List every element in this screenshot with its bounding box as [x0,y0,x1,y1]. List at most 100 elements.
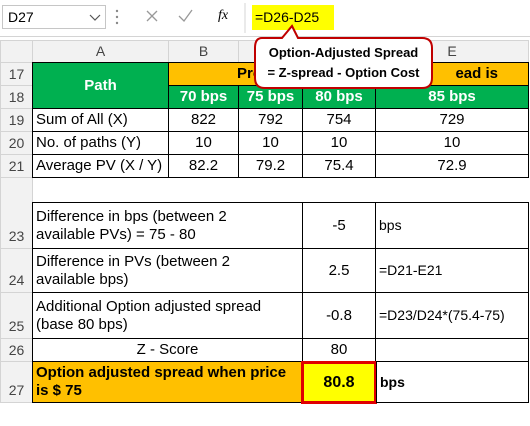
row-header-text: 26 [8,341,25,358]
detail-unit: =D23/D24*(75.4-75) [375,292,529,339]
value-cell-text: 754 [326,111,352,128]
column-header-text: B [198,43,209,60]
row-header: 23 [0,177,33,249]
z-score-label: Z - Score [32,338,303,362]
value-cell-text: 10 [262,134,279,151]
row-header: 25 [0,292,33,339]
name-box[interactable]: D27 [2,5,106,29]
value-cell: 729 [375,108,529,132]
detail-label-text: Additional Option adjusted spread (base … [36,297,262,333]
label-cell-text: Sum of All (X) [36,111,128,128]
detail-value-text: -5 [332,216,346,234]
row-header-text: 23 [8,228,25,245]
dropdown-arrow[interactable] [89,14,101,21]
result-value-text: 80.8 [323,373,355,391]
row-header-text: 17 [8,65,25,82]
row-header-text: 19 [8,111,25,128]
row-header-text: 20 [8,134,25,151]
value-cell: 79.2 [238,154,303,178]
spread-header-text: 70 bps [179,88,228,105]
value-cell-text: 10 [195,134,212,151]
result-label-text: Option adjusted spread when price is $ 7… [36,364,287,399]
detail-label: Difference in bps (between 2 available P… [32,202,303,249]
value-cell-text: 82.2 [188,157,219,174]
row-header-text: 18 [8,88,25,105]
value-cell-text: 792 [257,111,284,128]
value-cell: 82.2 [168,154,239,178]
z-score-label-text: Z - Score [136,341,199,358]
spread-header-text: 85 bps [428,88,476,105]
spread-header-text: 75 bps [246,88,295,105]
enter-icon[interactable] [178,9,193,22]
detail-label: Additional Option adjusted spread (base … [32,292,303,339]
value-cell: 792 [238,108,303,132]
row-header: 20 [0,131,33,155]
dots [115,15,119,19]
row-header: 27 [0,361,33,403]
value-cell-text: 729 [439,111,465,128]
result-value: 80.8 [301,361,377,404]
value-cell: 10 [238,131,303,155]
detail-unit: =D21-E21 [375,248,529,293]
detail-unit-text: =D23/D24*(75.4-75) [379,307,505,324]
row-header-text: 27 [8,382,25,399]
row-header: 21 [0,154,33,178]
detail-value: 2.5 [302,248,376,293]
spread-header-text: 80 bps [315,88,363,105]
column-header-text: E [447,43,457,60]
detail-value: -5 [302,202,376,249]
detail-value-text: -0.8 [326,306,352,324]
value-cell: 72.9 [375,154,529,178]
label-cell: Sum of All (X) [32,108,169,132]
path-header-text: Path [84,76,117,94]
spread-header: 70 bps [168,85,239,109]
detail-unit-text: =D21-E21 [379,262,443,279]
result-label: Option adjusted spread when price is $ 7… [32,361,303,403]
present-value-text: ead is [455,65,498,82]
callout [254,24,433,89]
value-cell: 822 [168,108,239,132]
fx-button[interactable]: fx [218,8,229,23]
z-score-value: 80 [302,338,376,362]
value-cell: 754 [302,108,376,132]
row-header-text: 25 [8,318,25,335]
result-unit-text: bps [380,373,405,390]
label-cell-text: No. of paths (Y) [36,134,142,151]
value-cell-text: 79.2 [255,157,286,174]
column-header-text: A [95,43,106,60]
row-header: 24 [0,248,33,293]
detail-unit-text: bps [379,217,402,234]
result-unit: bps [376,361,529,403]
row-header-text: 21 [8,157,25,174]
dots [115,9,119,13]
value-cell: 10 [302,131,376,155]
row-header-text: 24 [8,272,25,289]
callout-box [254,24,433,89]
detail-unit: bps [375,202,529,249]
z-score-value-text: 80 [330,341,348,358]
value-cell: 10 [375,131,529,155]
detail-label: Difference in PVs (between 2 available b… [32,248,303,293]
empty-cell [375,338,529,362]
formula-icons [89,3,246,33]
value-cell-text: 72.9 [437,157,467,174]
value-cell-text: 75.4 [324,157,354,174]
label-cell-text: Average PV (X / Y) [36,157,163,174]
value-cell-text: 822 [190,111,217,128]
dots [115,21,119,25]
name-box-text: D27 [8,9,34,25]
value-cell: 75.4 [302,154,376,178]
formula-text[interactable]: =D26-D25 [252,5,334,30]
row-header: 26 [0,338,33,362]
value-cell-text: 10 [330,134,348,151]
value-cell-text: 10 [443,134,461,151]
callout-line: Option-Adjusted Spread [268,45,419,60]
row-header: 19 [0,108,33,132]
empty-area [32,402,529,426]
cancel-icon[interactable] [146,10,158,22]
detail-value: -0.8 [302,292,376,339]
label-cell: Average PV (X / Y) [32,154,169,178]
callout-line: = Z-spread - Option Cost [267,65,420,80]
label-cell: No. of paths (Y) [32,131,169,155]
